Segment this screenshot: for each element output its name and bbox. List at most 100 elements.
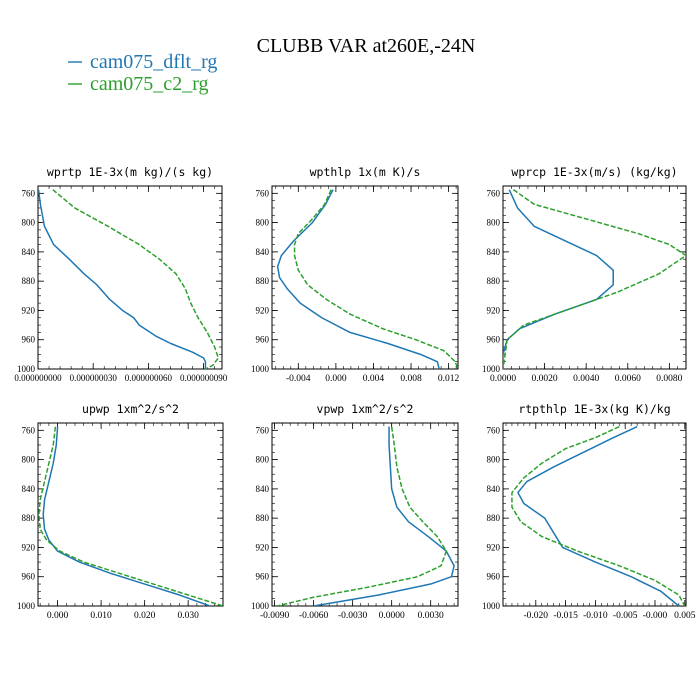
panel-title: vpwp 1xm^2/s^2 [317, 402, 414, 416]
plot-frame [502, 422, 687, 607]
series-line-dflt [517, 425, 680, 606]
series-line-dflt [503, 189, 614, 369]
y-tick-label: 880 [487, 513, 501, 523]
y-tick-label: 760 [256, 188, 270, 198]
y-tick-label: 800 [256, 218, 270, 228]
y-tick-label: 1000 [17, 364, 36, 374]
x-tick-label: 0.0020 [532, 374, 558, 384]
x-tick-label: 0.0000 [490, 374, 516, 384]
panel-1: wprtp 1E-3x(m kg)/(s kg) 760 800 840 880 920 9… [14, 165, 227, 383]
series-line-dflt [42, 426, 211, 606]
x-tick-label: -0.004 [286, 374, 311, 384]
y-tick-label: 800 [487, 218, 501, 228]
x-tick-label: 0.0080 [656, 374, 682, 384]
x-tick-label: 0.000 [47, 611, 69, 621]
y-tick-label: 760 [22, 188, 36, 198]
series-line-c2 [293, 189, 458, 369]
y-tick-label: 880 [256, 513, 270, 523]
y-tick-label: 800 [22, 218, 36, 228]
y-tick-label: 800 [256, 455, 270, 465]
figure-title: CLUBB VAR at260E,-24N [257, 35, 476, 57]
legend-label: cam075_dflt_rg [90, 51, 217, 73]
x-tick-label: 0.0030 [418, 611, 444, 621]
y-tick-label: 920 [487, 542, 501, 552]
plot-frame [502, 185, 687, 370]
y-tick-label: 800 [22, 455, 36, 465]
y-tick-label: 840 [256, 247, 270, 257]
panel-4: upwp 1xm^2/s^2 760 800 840 880 920 960 1000 0.00… [17, 402, 224, 621]
y-tick-label: 920 [256, 305, 270, 315]
series-line-c2 [277, 426, 448, 606]
y-tick-label: 880 [256, 276, 270, 286]
panel-title: wpthlp 1x(m K)/s [310, 165, 421, 179]
x-tick-label: -0.0060 [299, 611, 329, 621]
x-tick-label: 0.0040 [573, 374, 599, 384]
y-tick-label: 960 [256, 335, 270, 345]
y-tick-label: 880 [22, 513, 36, 523]
panel-title: wprcp 1E-3x(m/s) (kg/kg) [511, 165, 677, 179]
x-tick-label: -0.000 [643, 611, 668, 621]
panel-2: wpthlp 1x(m K)/s 760 800 840 880 920 960 1000 -0… [251, 165, 460, 384]
plot-frame [271, 185, 459, 370]
panel-3: wprcp 1E-3x(m/s) (kg/kg) 760 800 840 880 920 9… [482, 165, 687, 384]
y-tick-label: 880 [22, 276, 36, 286]
y-tick-label: 1000 [251, 601, 270, 611]
x-tick-label: -0.0030 [338, 611, 368, 621]
y-tick-label: 760 [487, 188, 501, 198]
x-tick-label: 0.008 [400, 374, 422, 384]
y-tick-label: 760 [487, 425, 501, 435]
panels: wprtp 1E-3x(m kg)/(s kg) 760 800 840 880 920 9… [14, 165, 695, 621]
x-tick-label: 0.000000030 [70, 373, 118, 383]
series-line-dflt [38, 189, 207, 369]
x-tick-label: 0.000000090 [180, 373, 228, 383]
x-tick-label: 0.000000000 [14, 373, 62, 383]
y-tick-label: 800 [487, 455, 501, 465]
y-tick-label: 960 [487, 335, 501, 345]
y-tick-label: 960 [256, 572, 270, 582]
x-tick-label: 0.030 [177, 611, 199, 621]
y-tick-label: 760 [256, 425, 270, 435]
y-tick-label: 1000 [482, 601, 501, 611]
series-line-dflt [313, 426, 455, 606]
panel-5: vpwp 1xm^2/s^27608008408809209601000-0.0… [251, 402, 459, 621]
series-line-c2 [38, 426, 223, 606]
plot-frame [37, 185, 223, 370]
x-tick-label: 0.012 [438, 374, 460, 384]
y-tick-label: 920 [22, 305, 36, 315]
y-tick-label: 1000 [251, 364, 270, 374]
plot-frame [37, 422, 224, 607]
y-tick-label: 960 [22, 572, 36, 582]
panel-title: rtpthlp 1E-3x(kg K)/kg [518, 402, 670, 416]
series-line-dflt [276, 189, 440, 369]
panel-title: upwp 1xm^2/s^2 [82, 402, 179, 416]
panel-6: rtpthlp 1E-3x(kg K)/kg 760 800 840 880 920 960… [482, 402, 696, 621]
y-tick-label: 1000 [17, 601, 36, 611]
y-tick-label: 960 [22, 335, 36, 345]
series-line-c2 [503, 189, 686, 369]
y-tick-label: 1000 [482, 364, 501, 374]
y-tick-label: 760 [22, 425, 36, 435]
y-tick-label: 920 [487, 305, 501, 315]
x-tick-label: -0.020 [524, 611, 549, 621]
y-tick-label: 880 [487, 276, 501, 286]
x-tick-label: 0.000000060 [125, 373, 173, 383]
y-tick-label: 840 [22, 247, 36, 257]
y-tick-label: 920 [256, 542, 270, 552]
plot-frame [271, 422, 459, 607]
x-tick-label: 0.020 [134, 611, 156, 621]
x-tick-label: 0.005 [674, 611, 696, 621]
x-tick-label: 0.000 [325, 374, 347, 384]
panel-title: wprtp 1E-3x(m kg)/(s kg) [47, 165, 213, 179]
y-tick-label: 960 [487, 572, 501, 582]
x-tick-label: 0.0060 [615, 374, 641, 384]
x-tick-label: -0.0090 [260, 611, 290, 621]
legend-label: cam075_c2_rg [90, 73, 209, 95]
y-tick-label: 840 [256, 484, 270, 494]
x-tick-label: -0.005 [613, 611, 638, 621]
x-tick-label: -0.015 [553, 611, 578, 621]
y-tick-label: 840 [22, 484, 36, 494]
y-tick-label: 920 [22, 542, 36, 552]
y-tick-label: 840 [487, 247, 501, 257]
x-tick-label: 0.0000 [379, 611, 405, 621]
